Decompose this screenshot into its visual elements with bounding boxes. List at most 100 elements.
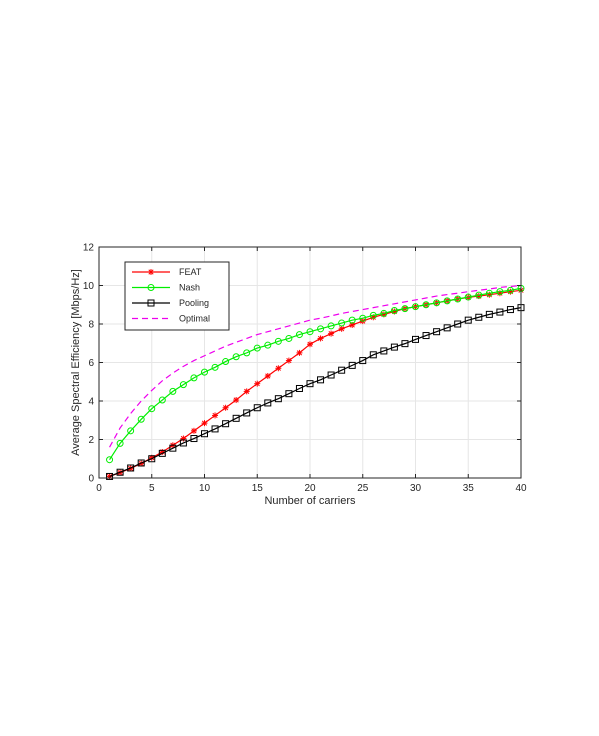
data-point-circle — [506, 286, 514, 294]
data-point-square — [464, 316, 472, 324]
data-point-square — [211, 425, 219, 433]
data-point-square — [137, 459, 145, 467]
series-line — [109, 287, 522, 461]
data-point-asterisk — [233, 397, 240, 404]
data-point-square — [264, 399, 272, 407]
data-point-square — [201, 430, 208, 438]
legend: FEAT Nash Pooling Optimal — [124, 261, 230, 331]
data-point-circle — [295, 331, 303, 339]
data-point-square — [222, 420, 230, 428]
axis-ticks: 0 5 10 15 20 25 30 35 40 0 2 4 6 8 10 12 — [83, 243, 527, 495]
data-point-circle — [390, 307, 398, 315]
data-point-asterisk — [317, 335, 324, 342]
data-point-circle — [464, 293, 472, 301]
legend-item: Nash — [132, 283, 200, 293]
x-tick-label: 30 — [410, 483, 422, 494]
series-optimal — [109, 284, 522, 448]
y-tick-label: 2 — [88, 435, 94, 446]
x-tick-label: 20 — [304, 483, 316, 494]
legend-label: Nash — [179, 283, 200, 293]
y-tick-label: 8 — [88, 320, 94, 331]
data-point-square — [190, 435, 198, 443]
data-point-circle — [179, 381, 187, 389]
data-point-square — [390, 343, 398, 351]
data-point-circle — [243, 349, 251, 357]
data-point-square — [253, 404, 261, 412]
data-point-circle — [253, 344, 261, 352]
data-point-circle — [412, 303, 419, 311]
data-point-circle — [422, 301, 430, 309]
data-point-circle — [274, 337, 282, 345]
data-point-circle — [116, 439, 124, 447]
data-point-circle — [317, 325, 325, 333]
data-point-circle — [443, 297, 451, 305]
data-point-circle — [380, 309, 388, 317]
legend-item: FEAT — [132, 267, 202, 277]
data-point-square — [158, 449, 166, 457]
data-point-asterisk — [296, 349, 303, 356]
data-point-circle — [401, 305, 409, 313]
data-point-circle — [369, 311, 377, 319]
data-point-square — [412, 335, 419, 343]
data-point-circle — [106, 456, 114, 464]
data-point-square — [179, 439, 187, 447]
data-point-circle — [264, 341, 272, 349]
series-line — [109, 307, 522, 478]
data-point-asterisk — [285, 357, 292, 364]
data-point-circle — [454, 295, 462, 303]
y-axis-title: Average Spectral Efficiency [Mbps/Hz] — [70, 269, 82, 456]
legend-label: Optimal — [179, 314, 210, 324]
data-point-circle — [232, 353, 240, 361]
data-point-square — [317, 376, 325, 384]
data-point-circle — [348, 316, 356, 324]
data-point-square — [306, 380, 314, 388]
data-point-square — [506, 306, 514, 314]
y-tick-label: 4 — [88, 397, 94, 408]
data-point-circle — [137, 415, 145, 423]
data-point-asterisk — [212, 412, 219, 419]
data-point-square — [338, 366, 346, 374]
data-point-circle — [201, 368, 208, 376]
data-point-circle — [285, 334, 293, 342]
x-tick-label: 35 — [463, 483, 475, 494]
data-point-square — [475, 313, 483, 321]
legend-label: Pooling — [179, 298, 209, 308]
x-tick-label: 5 — [149, 483, 155, 494]
data-point-square — [295, 384, 303, 392]
data-point-square — [285, 390, 293, 398]
legend-label: FEAT — [179, 267, 202, 277]
series-nash — [106, 284, 525, 464]
data-point-asterisk — [148, 269, 154, 275]
data-point-circle — [222, 358, 230, 366]
data-point-asterisk — [275, 365, 282, 372]
data-point-square — [485, 310, 493, 318]
data-point-square — [169, 444, 177, 452]
data-point-square — [380, 347, 388, 355]
data-point-square — [454, 320, 462, 328]
data-point-circle — [485, 289, 493, 297]
data-point-asterisk — [243, 388, 250, 395]
data-point-square — [433, 328, 441, 336]
data-point-circle — [338, 319, 346, 327]
data-point-circle — [127, 427, 135, 435]
data-point-circle — [475, 291, 483, 299]
data-point-circle — [496, 288, 504, 296]
data-point-square — [422, 332, 430, 340]
data-point-circle — [169, 387, 177, 395]
x-axis-title: Number of carriers — [264, 495, 356, 507]
y-tick-label: 6 — [88, 358, 94, 369]
series-pooling — [106, 304, 525, 480]
x-tick-label: 15 — [252, 483, 264, 494]
x-tick-label: 10 — [199, 483, 211, 494]
legend-item: Optimal — [132, 314, 210, 324]
data-point-square — [496, 308, 504, 316]
y-tick-label: 10 — [83, 281, 95, 292]
data-point-square — [127, 464, 135, 472]
data-point-square — [274, 395, 282, 403]
data-point-circle — [190, 374, 198, 382]
data-point-asterisk — [190, 427, 197, 434]
data-point-square — [147, 299, 155, 307]
data-point-asterisk — [338, 325, 345, 332]
